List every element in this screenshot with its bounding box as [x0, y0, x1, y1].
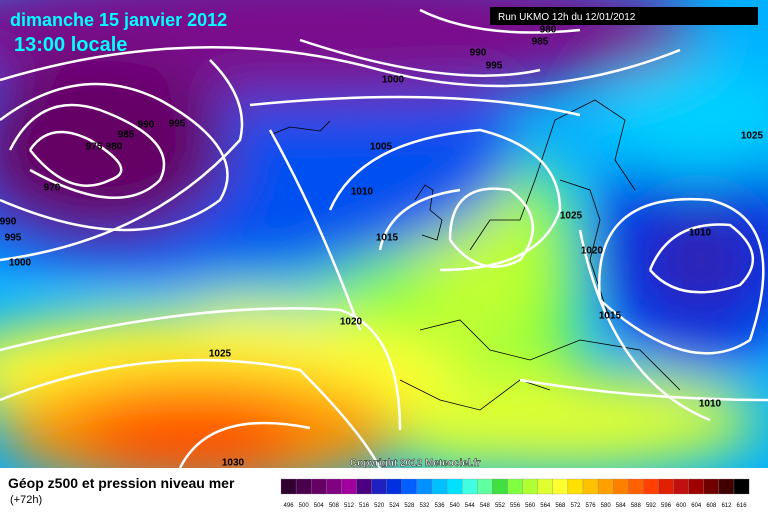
scale-label: 532 — [419, 503, 430, 509]
scale-swatch — [371, 478, 387, 495]
isobar-label: 1025 — [560, 211, 583, 222]
scale-label: 576 — [586, 503, 597, 509]
time-title: 13:00 locale — [14, 34, 127, 56]
scale-label: 516 — [359, 503, 370, 509]
scale-label: 548 — [480, 503, 491, 509]
scale-label: 540 — [450, 503, 461, 509]
isobar-label: 990 — [138, 120, 155, 131]
scale-label: 524 — [389, 503, 400, 509]
scale-swatch — [582, 478, 599, 495]
scale-label: 564 — [540, 503, 551, 509]
isobar-label: 985 — [532, 37, 549, 48]
scale-swatch — [688, 478, 704, 495]
scale-label: 552 — [495, 503, 506, 509]
isobar-label: 990 — [0, 217, 17, 228]
isobar-label: 995 — [486, 61, 503, 72]
isobar-label: 980 — [540, 25, 557, 36]
scale-swatch — [507, 478, 523, 495]
legend-title: Géop z500 et pression niveau mer — [8, 475, 235, 491]
scale-label: 556 — [510, 503, 521, 509]
isobar-label: 1025 — [209, 349, 232, 360]
color-scale: 496 500 504 508 512 516 520 524 528 532 536 540 544 5… — [280, 478, 750, 509]
scale-label: 520 — [374, 503, 385, 509]
scale-swatch — [295, 478, 312, 495]
scale-label: 592 — [646, 503, 657, 509]
run-label: Run UKMO 12h du 12/01/2012 — [498, 12, 636, 23]
scale-swatch — [597, 478, 614, 495]
scale-swatch — [552, 478, 569, 495]
scale-swatch — [522, 478, 538, 495]
run-box — [490, 7, 758, 25]
scale-label: 496 — [284, 503, 295, 509]
isobar-label: 1030 — [222, 458, 245, 469]
scale-swatch — [356, 478, 372, 495]
map-field — [0, 0, 768, 468]
isobar-label: 990 — [470, 48, 487, 59]
isobar-labels: 980 985 990 995 1000 990 995 985 975 980… — [0, 25, 764, 469]
scale-swatch — [326, 478, 342, 495]
scale-label: 536 — [435, 503, 446, 509]
scale-label: 572 — [570, 503, 581, 509]
scale-label: 596 — [661, 503, 672, 509]
scale-label: 616 — [737, 503, 748, 509]
scale-swatch — [401, 478, 418, 495]
scale-label: 604 — [691, 503, 702, 509]
isobar-label: 1020 — [340, 317, 363, 328]
scale-label: 512 — [344, 503, 355, 509]
scale-swatch — [492, 478, 508, 495]
scale-swatch — [386, 478, 402, 495]
scale-label: 504 — [314, 503, 325, 509]
isobar-label: 980 — [106, 142, 123, 153]
scale-swatch — [280, 478, 297, 495]
scale-swatch — [733, 478, 750, 495]
scale-swatch — [477, 478, 493, 495]
scale-swatch — [311, 478, 327, 495]
scale-swatch — [462, 478, 478, 495]
scale-swatch — [703, 478, 720, 495]
isobar-label: 1025 — [741, 131, 764, 142]
scale-swatch — [446, 478, 463, 495]
scale-swatch — [673, 478, 689, 495]
isobar-label: 975 — [86, 142, 103, 153]
scale-swatch — [718, 478, 735, 495]
isobar-label: 1015 — [599, 311, 622, 322]
isobar-label: 1000 — [9, 258, 32, 269]
scale-label: 528 — [404, 503, 415, 509]
copyright: Copyright 2012 Meteociel.fr — [350, 458, 481, 469]
scale-swatch — [658, 478, 674, 495]
scale-label: 612 — [721, 503, 732, 509]
isobar-label: 985 — [118, 130, 135, 141]
isobar-label: 995 — [169, 119, 186, 130]
isobar-label: 970 — [44, 183, 61, 194]
scale-label: 584 — [616, 503, 627, 509]
scale-label: 588 — [631, 503, 642, 509]
isobar-label: 995 — [5, 233, 22, 244]
scale-label: 600 — [676, 503, 687, 509]
scale-swatch — [628, 478, 644, 495]
scale-swatch — [613, 478, 629, 495]
legend-subtitle: (+72h) — [10, 494, 42, 506]
isobar-label: 1010 — [689, 228, 712, 239]
isobar-label: 1015 — [376, 233, 399, 244]
scale-swatch — [567, 478, 584, 495]
scale-label: 508 — [329, 503, 340, 509]
isobar-label: 1005 — [370, 142, 393, 153]
scale-swatch — [431, 478, 448, 495]
scale-label: 568 — [555, 503, 566, 509]
scale-label: 500 — [299, 503, 310, 509]
isobar-label: 1000 — [382, 75, 405, 86]
isobar-label: 1020 — [581, 246, 604, 257]
date-title: dimanche 15 janvier 2012 — [10, 10, 227, 30]
isobar-label: 1010 — [699, 399, 722, 410]
scale-label: 580 — [601, 503, 612, 509]
isobar-label: 1010 — [351, 187, 374, 198]
scale-label: 560 — [525, 503, 536, 509]
scale-swatch — [416, 478, 433, 495]
scale-label: 608 — [706, 503, 717, 509]
scale-label: 544 — [465, 503, 476, 509]
scale-swatch — [341, 478, 357, 495]
scale-swatch — [537, 478, 553, 495]
scale-swatch — [643, 478, 659, 495]
